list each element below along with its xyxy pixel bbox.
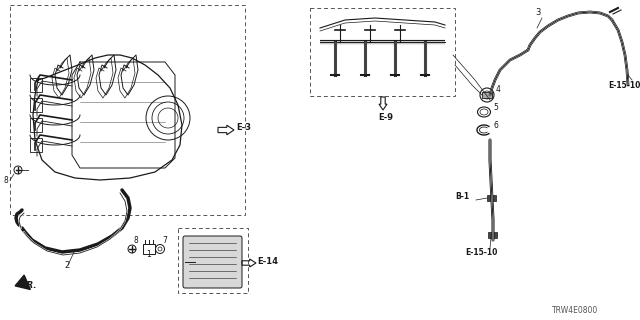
- Bar: [10, 5, 245, 215]
- Bar: [310, 8, 455, 96]
- Bar: [30, 98, 42, 112]
- Bar: [482, 92, 492, 98]
- Text: E-15-10: E-15-10: [608, 81, 640, 90]
- Text: E-9: E-9: [378, 113, 393, 122]
- Text: B-1: B-1: [455, 192, 469, 201]
- Text: E-15-10: E-15-10: [465, 248, 497, 257]
- Bar: [178, 228, 248, 293]
- FancyBboxPatch shape: [183, 236, 242, 288]
- Bar: [30, 78, 42, 92]
- Bar: [488, 232, 497, 238]
- Text: 3: 3: [535, 8, 541, 17]
- Text: E-14: E-14: [257, 257, 278, 266]
- Text: 4: 4: [496, 85, 501, 94]
- Text: 1: 1: [146, 250, 151, 259]
- Bar: [30, 138, 42, 152]
- Text: 8: 8: [3, 176, 8, 185]
- Text: E-3: E-3: [236, 124, 251, 132]
- Text: 5: 5: [493, 103, 498, 112]
- Text: 2: 2: [64, 261, 69, 270]
- Bar: [143, 244, 155, 254]
- Text: TRW4E0800: TRW4E0800: [552, 306, 598, 315]
- Text: FR.: FR.: [22, 281, 38, 290]
- Polygon shape: [15, 275, 30, 290]
- Bar: [487, 195, 496, 201]
- Text: 6: 6: [493, 121, 498, 130]
- Text: 7: 7: [162, 236, 167, 245]
- Bar: [30, 118, 42, 132]
- Text: 8: 8: [134, 236, 139, 245]
